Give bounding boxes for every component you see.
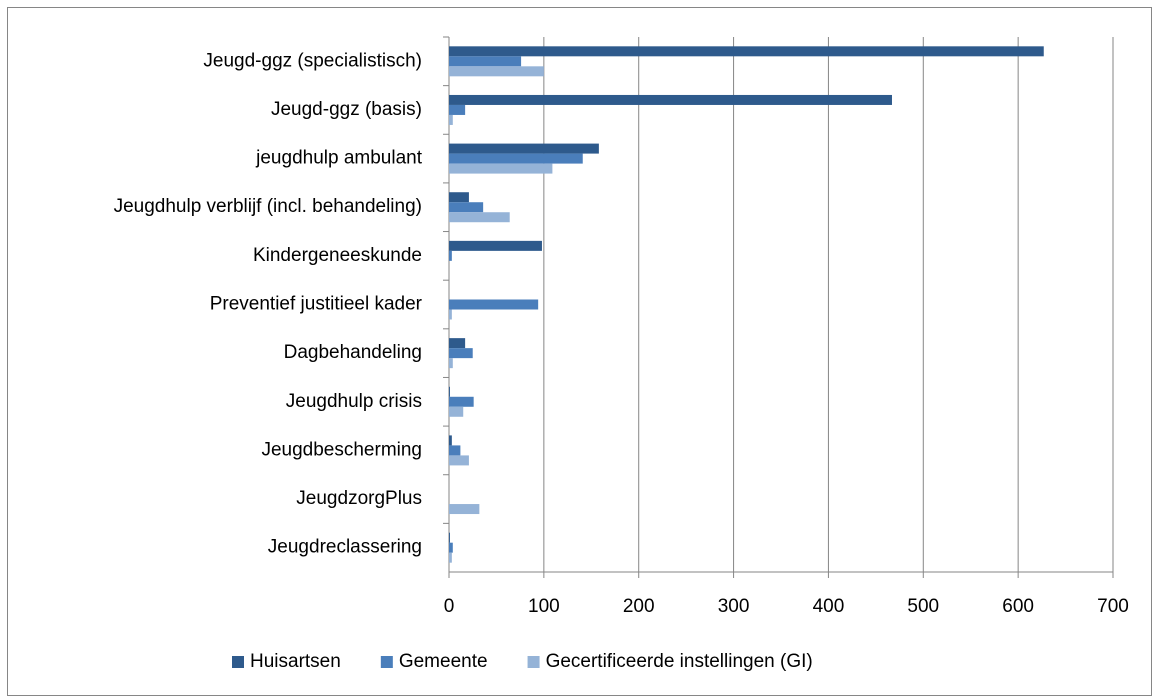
bar — [449, 406, 464, 417]
bar — [449, 358, 453, 369]
x-tick-label: 500 — [907, 596, 939, 617]
y-tick-label: jeugdhulp ambulant — [255, 148, 423, 169]
legend-label: Huisartsen — [250, 651, 341, 672]
bar — [449, 338, 466, 349]
chart-border — [7, 7, 1152, 696]
bar — [449, 299, 539, 310]
bar — [449, 396, 474, 407]
bar — [449, 386, 450, 397]
y-tick-label: Jeugd-ggz (basis) — [271, 99, 422, 120]
bar — [449, 504, 480, 515]
bar — [449, 532, 450, 543]
x-tick-label: 400 — [813, 596, 845, 617]
y-tick-label: Jeugdreclassering — [268, 537, 422, 558]
bar — [449, 455, 469, 466]
y-tick-label: Jeugdbescherming — [261, 439, 422, 460]
y-tick-label: Kindergeneeskunde — [253, 245, 422, 266]
bar — [449, 240, 542, 251]
bar — [449, 94, 892, 105]
bar — [449, 309, 452, 320]
bar — [449, 202, 484, 213]
bar — [449, 445, 461, 456]
x-tick-label: 200 — [623, 596, 655, 617]
bar — [449, 46, 1044, 57]
x-tick-label: 600 — [1002, 596, 1034, 617]
bar — [449, 104, 466, 115]
bar — [449, 66, 544, 77]
bar — [449, 212, 510, 223]
y-tick-label: Jeugdhulp verblijf (incl. behandeling) — [114, 196, 422, 217]
bar — [449, 192, 469, 203]
y-tick-label: Jeugdhulp crisis — [286, 391, 422, 412]
bar — [449, 542, 453, 553]
x-tick-label: 700 — [1097, 596, 1129, 617]
bar — [449, 143, 599, 154]
bar — [449, 250, 452, 261]
bar — [449, 153, 583, 164]
y-tick-label: Preventief justitieel kader — [210, 294, 423, 315]
legend-swatch — [232, 656, 244, 668]
bar — [449, 348, 473, 359]
y-tick-label: Jeugd-ggz (specialistisch) — [203, 50, 422, 71]
y-tick-label: JeugdzorgPlus — [296, 488, 422, 509]
y-tick-label: Dagbehandeling — [284, 342, 422, 363]
bar — [449, 56, 522, 67]
legend-label: Gecertificeerde instellingen (GI) — [546, 651, 813, 672]
bar — [449, 435, 452, 446]
x-tick-label: 0 — [444, 596, 455, 617]
legend-swatch — [380, 656, 393, 668]
bar — [449, 552, 452, 563]
legend-swatch — [527, 656, 540, 668]
x-tick-label: 100 — [528, 596, 560, 617]
x-tick-label: 300 — [718, 596, 750, 617]
legend-label: Gemeente — [399, 651, 488, 672]
bar — [449, 114, 453, 125]
bar — [449, 163, 553, 174]
